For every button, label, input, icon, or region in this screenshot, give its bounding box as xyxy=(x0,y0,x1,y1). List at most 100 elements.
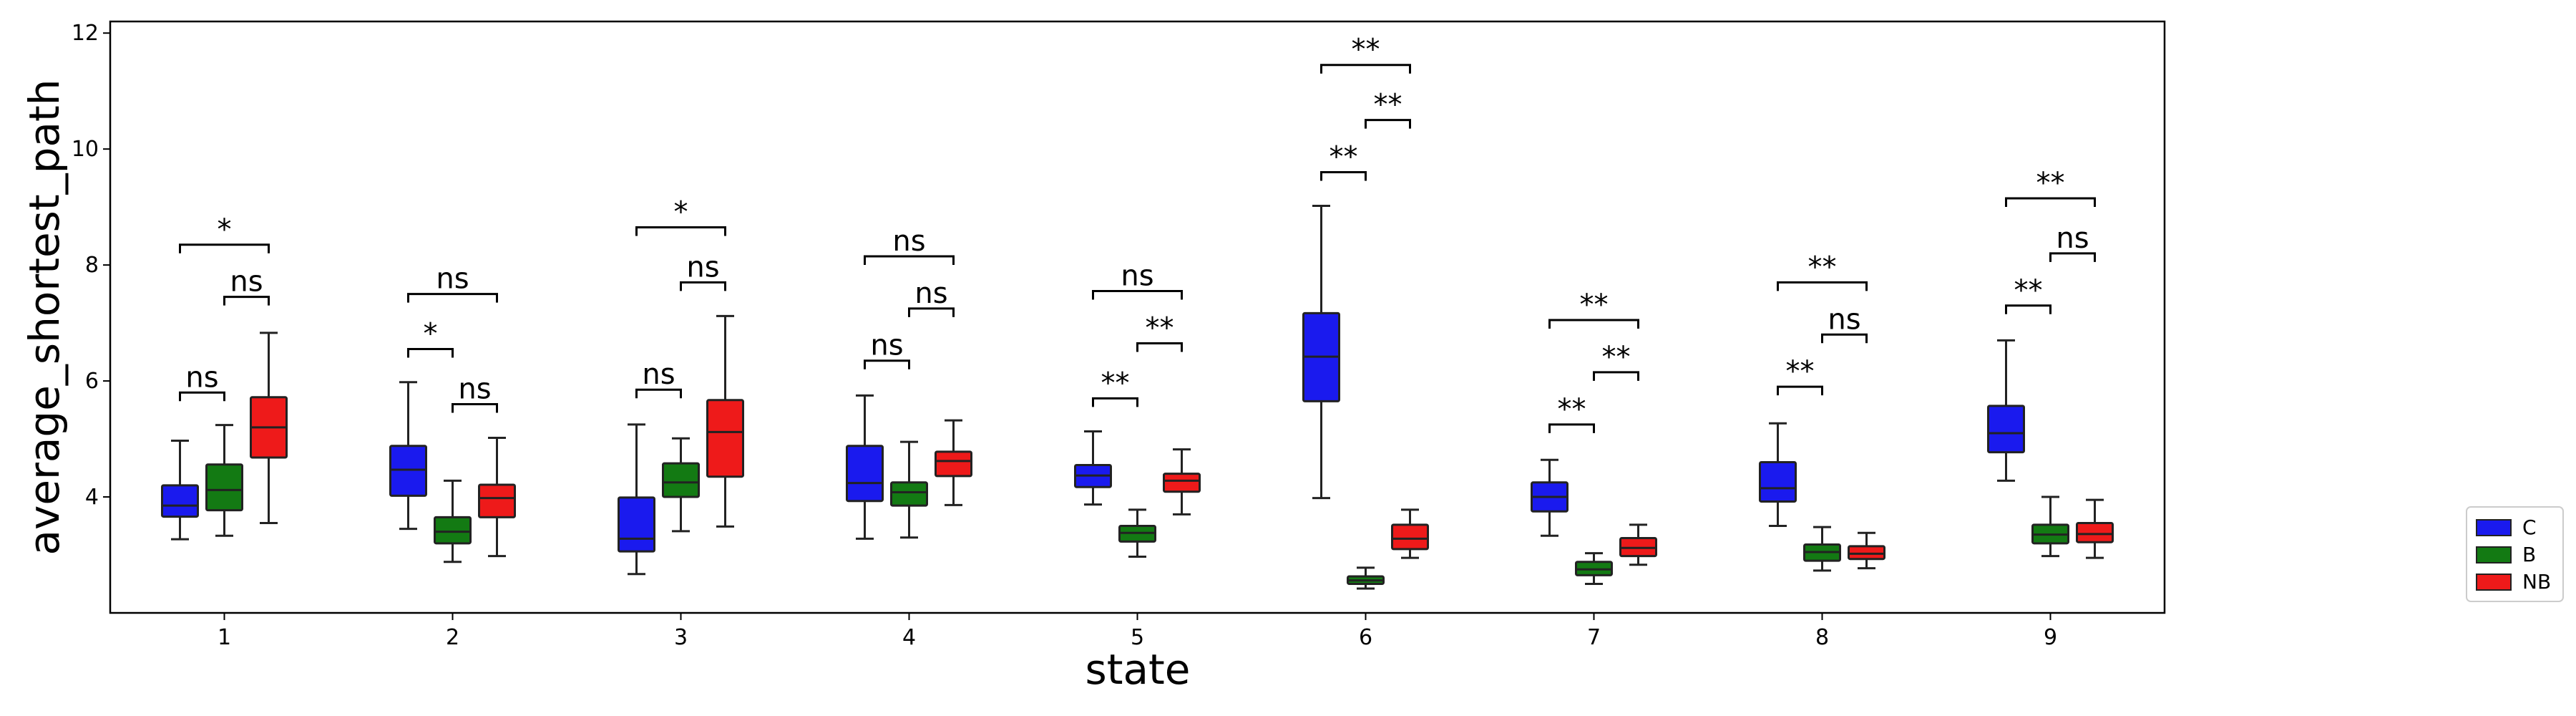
x-tick-label: 3 xyxy=(674,625,688,650)
box-B-5 xyxy=(1118,508,1156,558)
bracket-line xyxy=(1365,119,1411,129)
legend-label: NB xyxy=(2522,570,2551,594)
significance-label: ** xyxy=(1101,367,1130,400)
x-tick-label: 7 xyxy=(1587,625,1601,650)
bracket-line xyxy=(908,307,955,317)
box-C-9 xyxy=(1987,339,2025,482)
box-B-1 xyxy=(205,424,243,537)
significance-label: ns xyxy=(436,263,469,296)
box-NB-6 xyxy=(1391,508,1429,559)
significance-label: ns xyxy=(686,251,719,284)
bracket-line xyxy=(2005,197,2096,207)
box-body xyxy=(389,445,427,497)
box-body xyxy=(662,462,700,498)
significance-label: ns xyxy=(230,266,263,299)
box-body xyxy=(1848,545,1885,561)
box-C-5 xyxy=(1074,430,1112,506)
bracket-line xyxy=(2049,252,2096,262)
significance-label: ** xyxy=(1374,89,1402,122)
significance-label: ns xyxy=(185,361,218,394)
box-B-4 xyxy=(890,440,928,539)
significance-bracket: ** xyxy=(1320,141,1367,181)
bracket-line xyxy=(407,293,498,303)
significance-label: ns xyxy=(1828,303,1860,336)
legend-swatch xyxy=(2476,574,2512,591)
x-tick-label: 5 xyxy=(1131,625,1144,650)
x-tick-label: 8 xyxy=(1815,625,1829,650)
significance-label: * xyxy=(218,213,232,246)
significance-label: ns xyxy=(2056,222,2089,255)
x-tick-label: 6 xyxy=(1359,625,1372,650)
box-body xyxy=(205,463,243,512)
box-NB-7 xyxy=(1619,523,1657,566)
box-C-4 xyxy=(846,394,884,540)
y-tick-label: 10 xyxy=(72,137,99,162)
box-C-6 xyxy=(1302,205,1340,500)
axes-frame xyxy=(109,20,2166,614)
bracket-line xyxy=(1593,371,1639,381)
significance-bracket: ** xyxy=(2005,167,2096,207)
bracket-line xyxy=(223,296,270,306)
box-B-6 xyxy=(1347,566,1385,590)
box-body xyxy=(1759,460,1797,503)
y-tick-label: 8 xyxy=(85,253,99,278)
box-B-7 xyxy=(1575,552,1613,586)
box-C-2 xyxy=(389,381,427,531)
y-tick-label: 4 xyxy=(85,485,99,510)
box-NB-8 xyxy=(1848,531,1885,570)
bracket-line xyxy=(864,359,910,369)
legend-label: B xyxy=(2522,543,2536,566)
bracket-line xyxy=(1320,64,1411,74)
significance-bracket: * xyxy=(407,318,454,358)
box-body xyxy=(2076,521,2114,543)
box-body xyxy=(434,516,472,545)
legend-item-NB: NB xyxy=(2476,570,2551,594)
significance-bracket: ns xyxy=(864,329,910,369)
significance-bracket: ns xyxy=(908,277,955,317)
significance-label: ns xyxy=(642,358,675,391)
bracket-line xyxy=(1092,397,1138,407)
significance-label: ** xyxy=(1352,34,1380,67)
box-body xyxy=(1163,473,1201,493)
box-body xyxy=(935,450,972,478)
significance-label: ** xyxy=(1602,341,1631,374)
bracket-line xyxy=(864,255,955,265)
box-B-9 xyxy=(2031,495,2069,558)
bracket-line xyxy=(179,391,225,402)
significance-label: ** xyxy=(2014,274,2043,307)
box-NB-5 xyxy=(1163,448,1201,516)
legend-swatch xyxy=(2476,546,2512,563)
box-body xyxy=(846,445,884,503)
significance-label: ns xyxy=(458,372,491,405)
significance-bracket: ns xyxy=(179,361,225,402)
bracket-line xyxy=(680,281,726,291)
significance-bracket: ** xyxy=(1548,393,1595,433)
bracket-line xyxy=(635,226,726,236)
significance-bracket: ** xyxy=(2005,274,2051,314)
y-tick-label: 6 xyxy=(85,369,99,394)
box-C-8 xyxy=(1759,422,1797,528)
box-body xyxy=(706,399,744,478)
legend-item-B: B xyxy=(2476,543,2536,566)
legend-label: C xyxy=(2522,516,2537,539)
significance-bracket: ** xyxy=(1593,341,1639,381)
box-body xyxy=(478,483,516,518)
bracket-line xyxy=(1821,333,1868,344)
significance-label: ** xyxy=(1558,393,1586,426)
significance-label: ** xyxy=(1786,355,1815,388)
x-tick-label: 4 xyxy=(902,625,916,650)
legend-item-C: C xyxy=(2476,516,2537,539)
significance-bracket: ns xyxy=(223,266,270,306)
box-NB-9 xyxy=(2076,498,2114,559)
box-NB-4 xyxy=(935,419,972,506)
box-B-3 xyxy=(662,437,700,533)
box-body xyxy=(1391,523,1429,551)
significance-bracket: ** xyxy=(1365,89,1411,129)
significance-label: ns xyxy=(870,329,903,362)
box-NB-2 xyxy=(478,436,516,558)
bracket-line xyxy=(179,243,270,253)
bracket-line xyxy=(1320,171,1367,181)
bracket-line xyxy=(1777,385,1823,396)
